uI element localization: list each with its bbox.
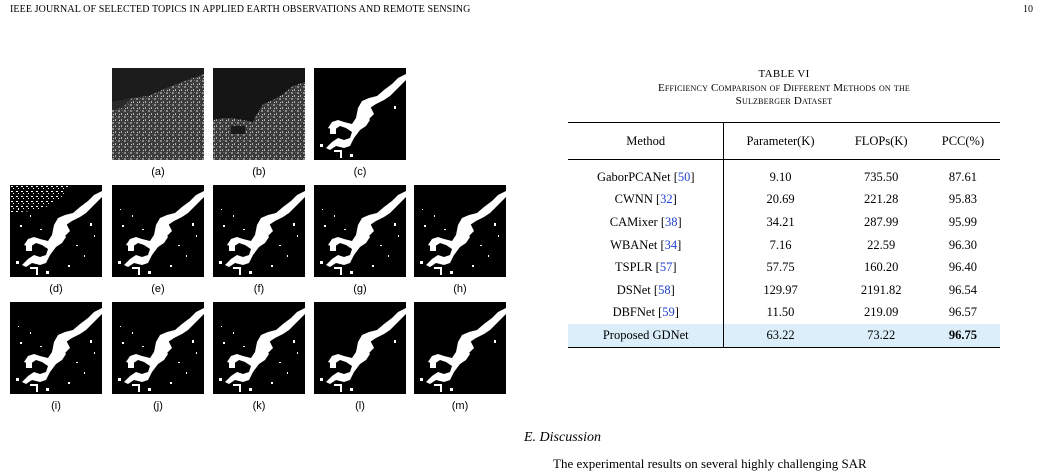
panel-g-label: (g) (353, 283, 367, 295)
panel-a-image (112, 68, 204, 160)
table-row: DBFNet [59] 11.50 219.09 96.57 (568, 301, 1000, 325)
pcc-value: 87.61 (948, 169, 978, 184)
pcc-value: 96.40 (948, 260, 978, 275)
param-value: 34.21 (766, 214, 795, 229)
panel-b-label: (b) (252, 166, 266, 178)
panel-i-label: (i) (51, 400, 61, 412)
method-name: GaborPCANet [50] (568, 159, 725, 189)
panel-b-image (213, 68, 305, 160)
method-name: Proposed GDNet (568, 324, 725, 348)
panel-c-label: (c) (353, 166, 367, 178)
table-number: TABLE VI (758, 68, 810, 80)
panel-h-label: (h) (453, 283, 467, 295)
flops-value: 73.22 (836, 324, 926, 348)
table-caption: Efficiency Comparison of Different Metho… (568, 82, 1000, 108)
method-name: CWNN [32] (568, 188, 725, 212)
table-row: DSNet [58] 129.97 2191.82 96.54 (568, 278, 1000, 302)
efficiency-table-block: TABLE VI Efficiency Comparison of Differ… (568, 68, 1000, 348)
flops-value: 219.09 (864, 305, 899, 320)
table-row-proposed: Proposed GDNet 63.22 73.22 96.75 (568, 324, 1000, 348)
panel-m-image (414, 302, 506, 394)
pcc-value: 95.83 (948, 192, 978, 207)
method-name: DBFNet [59] (568, 301, 725, 325)
panel-l-image (314, 302, 406, 394)
panel-f-image (213, 185, 305, 277)
param-value: 7.16 (769, 237, 792, 252)
flops-value: 221.28 (864, 192, 899, 207)
panel-h-image (414, 185, 506, 277)
panel-a-label: (a) (151, 166, 165, 178)
pcc-value: 96.75 (925, 324, 1000, 348)
param-value: 11.50 (766, 305, 795, 320)
param-value: 57.75 (766, 260, 795, 275)
method-name: TSPLR [57] (568, 256, 725, 279)
method-label: TSPLR (615, 260, 653, 275)
table-row: GaborPCANet [50] 9.10 735.50 87.61 (568, 159, 1000, 189)
citation-link[interactable]: 59 (662, 305, 675, 320)
efficiency-table: Method Parameter(K) FLOPs(K) PCC(%) Gabo… (568, 122, 1000, 348)
method-name: DSNet [58] (568, 278, 725, 302)
page-number: 10 (1023, 4, 1033, 15)
citation-link[interactable]: 58 (658, 282, 671, 297)
panel-d-label: (d) (49, 283, 63, 295)
table-header-row: Method Parameter(K) FLOPs(K) PCC(%) (568, 122, 1000, 160)
param-value: 129.97 (763, 282, 798, 297)
panel-m-label: (m) (451, 400, 469, 412)
pcc-value: 96.30 (948, 237, 978, 252)
section-heading: E. Discussion (524, 430, 601, 445)
pcc-value: 95.99 (948, 214, 978, 229)
table-row: CWNN [32] 20.69 221.28 95.83 (568, 188, 1000, 212)
panel-j-label: (j) (153, 400, 163, 412)
col-flops: FLOPs(K) (854, 133, 908, 148)
table-caption-line2: Sulzberger Dataset (735, 95, 833, 107)
citation-link[interactable]: 50 (677, 169, 691, 184)
panel-l-label: (l) (355, 400, 365, 412)
col-parameter: Parameter(K) (746, 133, 815, 148)
method-name: WBANet [34] (568, 233, 725, 257)
col-method: Method (568, 122, 725, 160)
journal-header: IEEE JOURNAL OF SELECTED TOPICS IN APPLI… (10, 4, 471, 15)
table-row: WBANet [34] 7.16 22.59 96.30 (568, 233, 1000, 257)
flops-value: 735.50 (864, 169, 899, 184)
method-label: CWNN (614, 192, 653, 207)
panel-d-image (10, 185, 102, 277)
panel-e-label: (e) (151, 283, 165, 295)
table-row: TSPLR [57] 57.75 160.20 96.40 (568, 256, 1000, 279)
panel-k-image (213, 302, 305, 394)
flops-value: 2191.82 (860, 282, 902, 297)
method-label: GaborPCANet (596, 169, 671, 184)
panel-c-image (314, 68, 406, 160)
method-label: DBFNet (612, 305, 655, 320)
method-name: CAMixer [38] (568, 211, 725, 234)
citation-link[interactable]: 57 (659, 260, 673, 275)
citation-link[interactable]: 38 (665, 214, 678, 229)
col-pcc: PCC(%) (941, 133, 985, 148)
panel-j-image (112, 302, 204, 394)
flops-value: 160.20 (864, 260, 899, 275)
body-text-line: The experimental results on several high… (553, 456, 867, 471)
panel-g-image (314, 185, 406, 277)
citation-link[interactable]: 32 (660, 192, 673, 207)
panel-e-image (112, 185, 204, 277)
citation-link[interactable]: 34 (664, 237, 678, 252)
method-label: CAMixer (609, 214, 658, 229)
flops-value: 287.99 (864, 214, 899, 229)
pcc-value: 96.54 (948, 282, 978, 297)
panel-f-label: (f) (253, 283, 265, 295)
panel-k-label: (k) (252, 400, 266, 412)
flops-value: 22.59 (867, 237, 896, 252)
param-value: 9.10 (769, 169, 792, 184)
pcc-value: 96.57 (948, 305, 978, 320)
panel-i-image (10, 302, 102, 394)
method-label: DSNet (616, 282, 651, 297)
table-caption-line1: Efficiency Comparison of Different Metho… (657, 82, 911, 94)
param-value: 20.69 (766, 192, 795, 207)
param-value: 63.22 (723, 324, 837, 348)
method-label: WBANet (610, 237, 658, 252)
table-row: CAMixer [38] 34.21 287.99 95.99 (568, 211, 1000, 234)
